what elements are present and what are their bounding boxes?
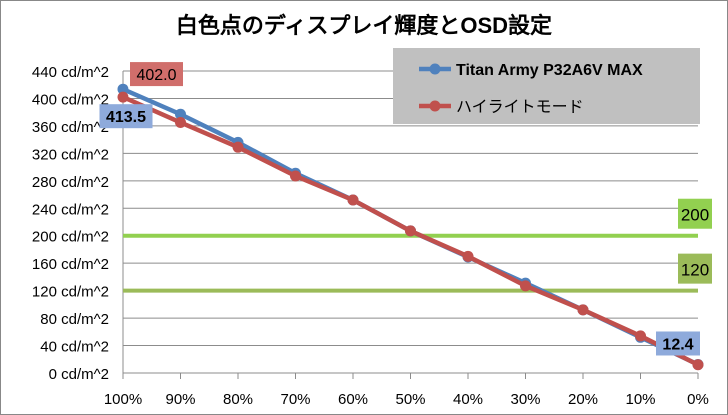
legend-box bbox=[393, 48, 700, 124]
data-point bbox=[520, 280, 531, 292]
data-point bbox=[117, 91, 129, 103]
data-label: 12.4 bbox=[662, 336, 693, 353]
y-tick-label: 200 cd/m^2 bbox=[32, 229, 109, 246]
y-tick-label: 0 cd/m^2 bbox=[49, 366, 109, 383]
data-label-bg bbox=[656, 331, 700, 356]
x-tick-label: 80% bbox=[223, 391, 253, 408]
data-point bbox=[117, 83, 129, 95]
y-tick-label: 240 cd/m^2 bbox=[32, 201, 109, 218]
x-tick-label: 90% bbox=[165, 391, 195, 408]
data-point bbox=[405, 225, 416, 237]
data-point bbox=[175, 116, 186, 128]
y-tick-label: 400 cd/m^2 bbox=[32, 91, 109, 108]
y-tick-label: 440 cd/m^2 bbox=[32, 64, 109, 81]
y-tick-label: 360 cd/m^2 bbox=[32, 119, 109, 136]
y-tick-label: 160 cd/m^2 bbox=[32, 256, 109, 273]
data-point bbox=[635, 330, 646, 342]
x-tick-label: 50% bbox=[395, 391, 425, 408]
data-point bbox=[692, 359, 704, 371]
data-label-bg bbox=[130, 62, 183, 87]
data-point bbox=[290, 170, 301, 182]
reference-label: 120 bbox=[681, 261, 709, 280]
y-tick-label: 280 cd/m^2 bbox=[32, 174, 109, 191]
data-label-bg bbox=[99, 104, 153, 129]
reference-label-bg bbox=[678, 253, 712, 284]
x-tick-label: 0% bbox=[687, 391, 709, 408]
data-point bbox=[462, 250, 474, 262]
reference-label: 200 bbox=[681, 206, 709, 225]
x-tick-label: 40% bbox=[453, 391, 483, 408]
x-tick-label: 100% bbox=[104, 391, 142, 408]
y-tick-label: 120 cd/m^2 bbox=[32, 284, 109, 301]
data-label: 413.5 bbox=[106, 109, 146, 126]
legend: Titan Army P32A6V MAX ハイライトモード bbox=[393, 48, 700, 124]
x-tick-label: 30% bbox=[510, 391, 540, 408]
data-point bbox=[347, 194, 359, 206]
data-label: 402.0 bbox=[136, 67, 176, 84]
chart-title: 白色点のディスプレイ輝度とOSD設定 bbox=[176, 13, 552, 38]
data-point bbox=[175, 108, 186, 120]
y-tick-label: 40 cd/m^2 bbox=[40, 339, 109, 356]
legend-marker bbox=[429, 63, 441, 75]
x-tick-label: 10% bbox=[625, 391, 655, 408]
legend-label: ハイライトモード bbox=[456, 99, 584, 116]
x-tick-label: 20% bbox=[568, 391, 598, 408]
legend-marker bbox=[429, 100, 441, 112]
y-tick-label: 80 cd/m^2 bbox=[40, 311, 109, 328]
data-point bbox=[232, 141, 244, 153]
legend-label: Titan Army P32A6V MAX bbox=[456, 62, 643, 79]
y-tick-label: 320 cd/m^2 bbox=[32, 146, 109, 163]
x-tick-label: 70% bbox=[280, 391, 310, 408]
x-tick-label: 60% bbox=[338, 391, 368, 408]
reference-label-bg bbox=[678, 198, 712, 229]
data-point bbox=[577, 304, 589, 316]
